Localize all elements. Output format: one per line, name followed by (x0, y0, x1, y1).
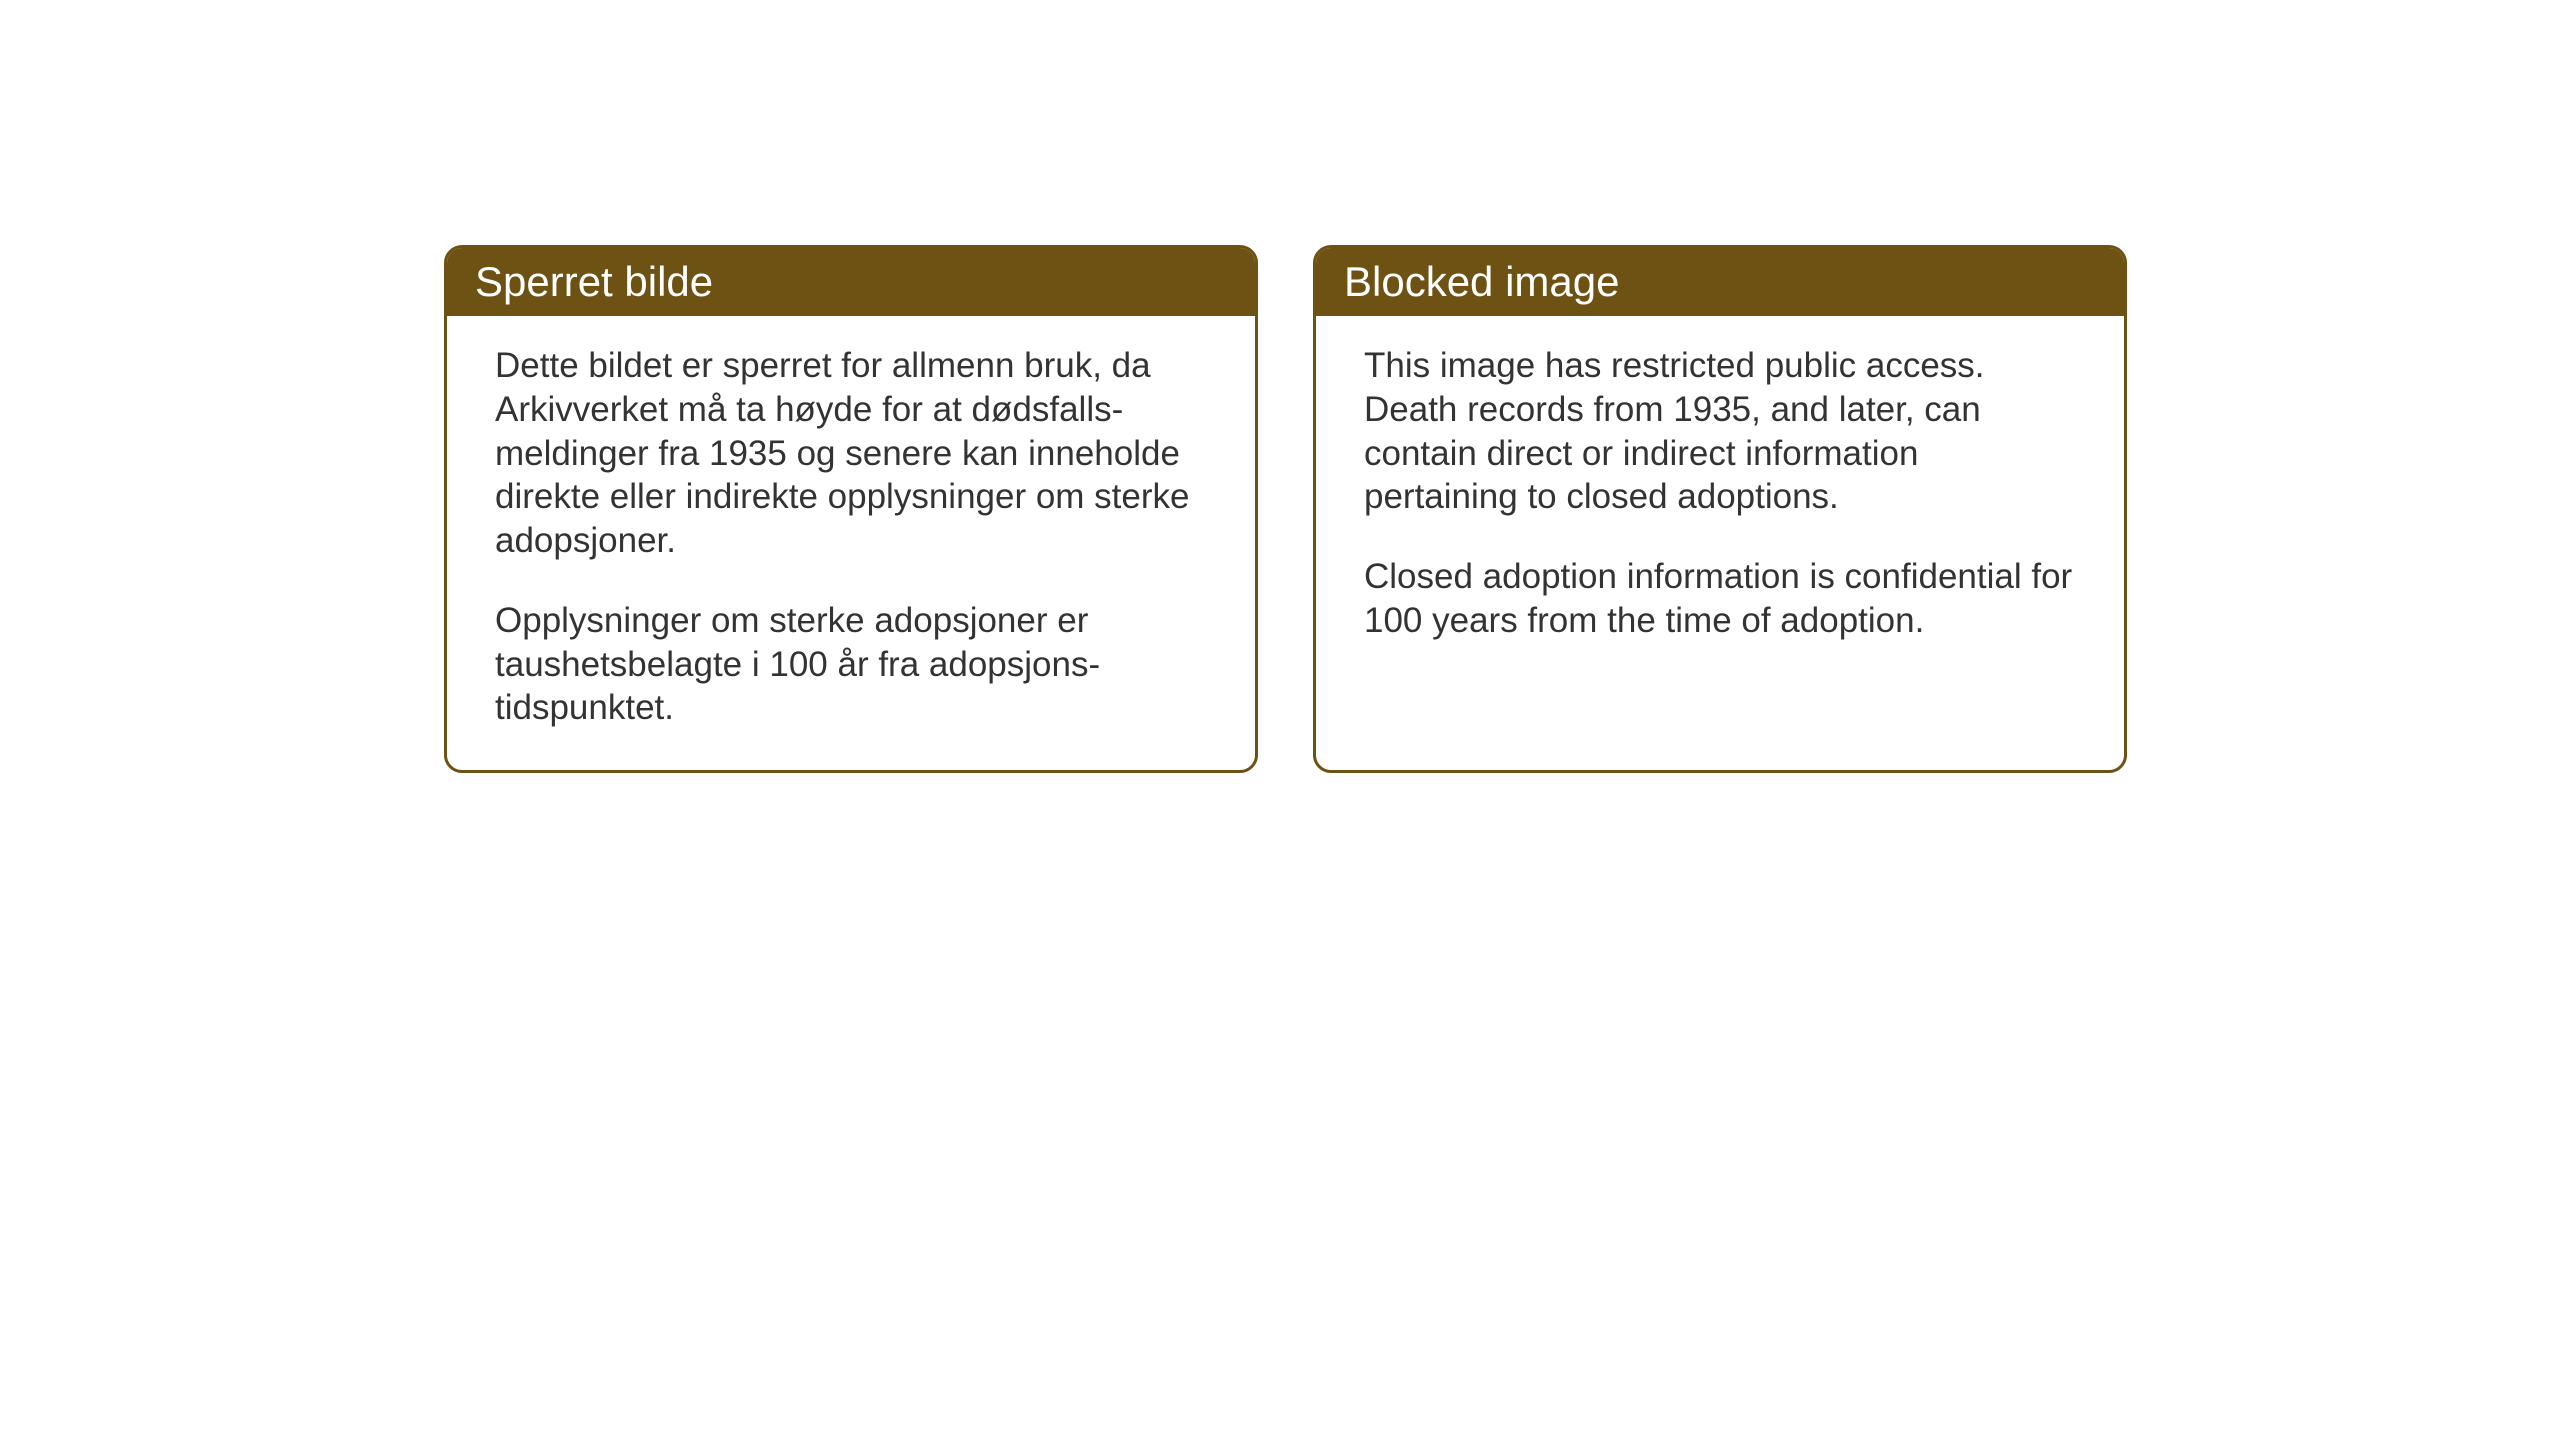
card-paragraph: This image has restricted public access.… (1364, 344, 2076, 519)
card-header-norwegian: Sperret bilde (447, 248, 1255, 316)
notice-card-english: Blocked image This image has restricted … (1313, 245, 2127, 773)
card-header-english: Blocked image (1316, 248, 2124, 316)
card-paragraph: Opplysninger om sterke adopsjoner er tau… (495, 599, 1207, 730)
notice-card-norwegian: Sperret bilde Dette bildet er sperret fo… (444, 245, 1258, 773)
card-body-english: This image has restricted public access.… (1316, 316, 2124, 683)
card-paragraph: Dette bildet er sperret for allmenn bruk… (495, 344, 1207, 563)
notice-container: Sperret bilde Dette bildet er sperret fo… (444, 245, 2127, 773)
card-paragraph: Closed adoption information is confident… (1364, 555, 2076, 643)
card-title: Blocked image (1344, 258, 1619, 305)
card-title: Sperret bilde (475, 258, 713, 305)
card-body-norwegian: Dette bildet er sperret for allmenn bruk… (447, 316, 1255, 770)
